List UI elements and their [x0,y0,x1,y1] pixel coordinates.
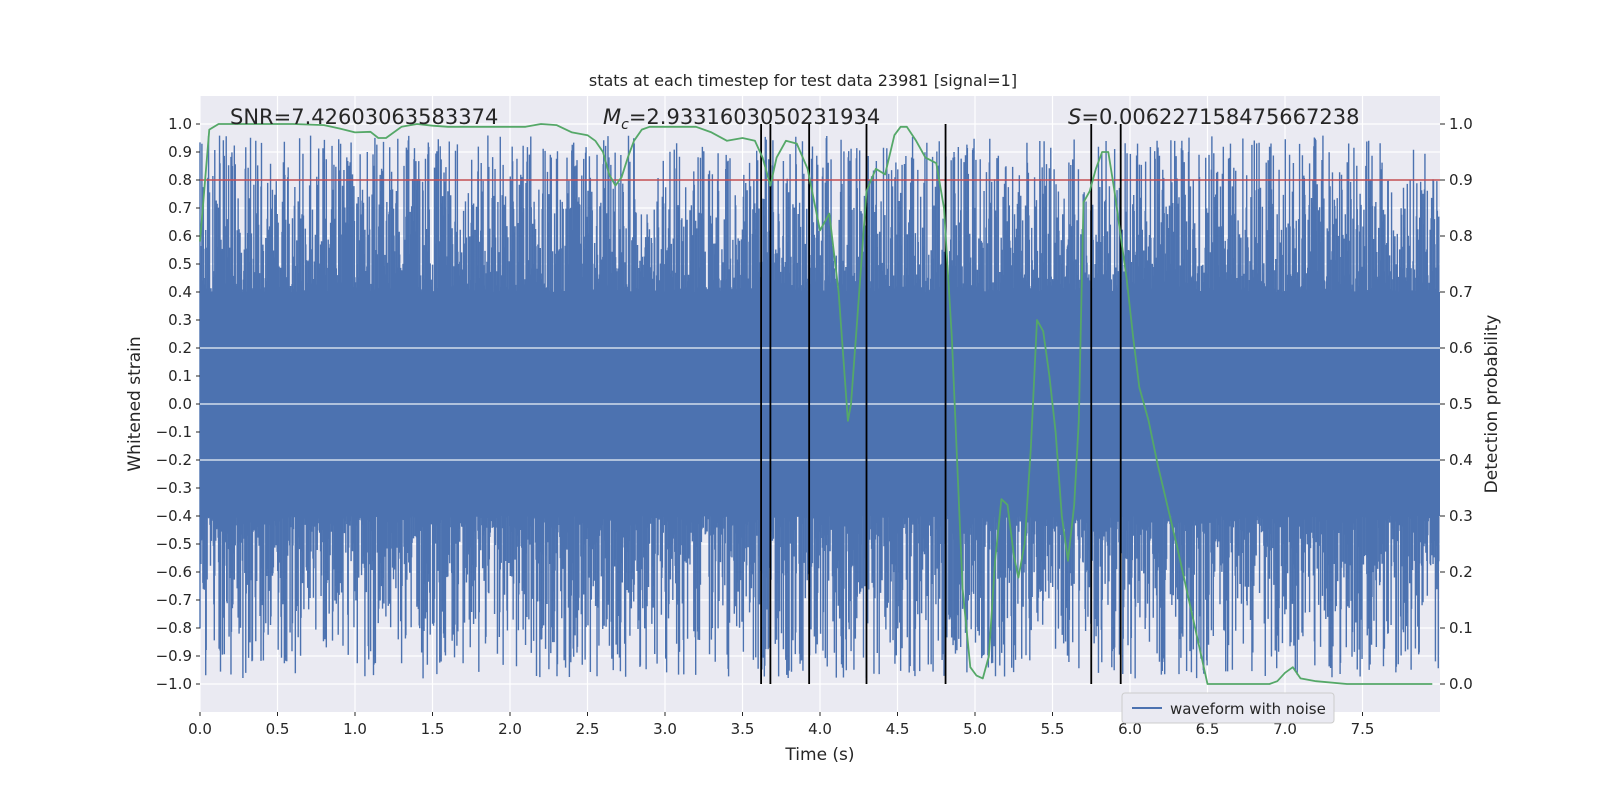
y-tick-label: −0.7 [156,591,192,609]
x-tick-label: 6.5 [1196,720,1220,738]
x-tick-label: 5.0 [963,720,987,738]
y-axis-label: Whitened strain [125,336,145,471]
x-tick-label: 4.0 [808,720,832,738]
y-tick-label: 0.1 [168,367,192,385]
legend-box [1121,692,1335,724]
snr-annotation: SNR=7.42603063583374 [230,105,498,129]
chirp-mass-subscript: c [621,117,629,133]
y-axis-ticks: −1.0 −0.9 −0.8 −0.7 −0.6 −0.5 −0.4 −0.3 −0.2 −0.1… [156,115,200,693]
y2-tick-label: 0.7 [1449,283,1473,301]
y-tick-label: 0.3 [168,311,192,329]
x-tick-label: 0.0 [188,720,212,738]
y-tick-label: −0.4 [156,507,192,525]
x-tick-label: 2.5 [576,720,600,738]
y2-tick-label: 0.5 [1449,395,1473,413]
x-tick-label: 1.5 [421,720,445,738]
y2-axis-label: Detection probability [1482,315,1502,494]
x-axis-ticks: 0.0 0.5 1.0 1.5 2.0 2.5 3.0 3.5 4.0 4.5 5.0 5.5 6.0 6… [188,712,1374,738]
y-tick-label: 0.6 [168,227,192,245]
grid-overlay [200,347,1440,461]
probability-series [199,123,1433,685]
x-tick-label: 3.5 [731,720,755,738]
y-tick-label: −0.2 [156,451,192,469]
y2-tick-label: 0.3 [1449,507,1473,525]
y2-tick-label: 0.8 [1449,227,1473,245]
x-tick-label: 6.0 [1118,720,1142,738]
y-tick-label: −0.3 [156,479,192,497]
y2-tick-label: 0.4 [1449,451,1473,469]
y2-tick-label: 1.0 [1449,115,1473,133]
chart-title: stats at each timestep for test data 239… [589,71,1017,90]
s-symbol: S [1068,105,1081,129]
y-tick-label: 0.5 [168,255,192,273]
s-value: =0.006227158475667238 [1081,105,1359,129]
y-tick-label: −0.8 [156,619,192,637]
x-tick-label: 5.5 [1041,720,1065,738]
y-tick-label: −1.0 [156,675,192,693]
y2-tick-label: 0.2 [1449,563,1473,581]
y-tick-label: −0.6 [156,563,192,581]
y-tick-label: 0.9 [168,143,192,161]
chirp-mass-symbol: M [603,105,621,129]
y-tick-label: 0.2 [168,339,192,357]
chirp-mass-value: =2.9331603050231934 [629,105,880,129]
x-tick-label: 0.5 [266,720,290,738]
legend-entry: waveform with noise [1170,700,1326,718]
x-tick-label: 2.0 [498,720,522,738]
y2-tick-label: 0.1 [1449,619,1473,637]
probability-line [199,123,1433,685]
x-tick-label: 7.0 [1273,720,1297,738]
y-tick-label: 0.0 [168,395,192,413]
y-tick-label: −0.5 [156,535,192,553]
chirp-mass-annotation: Mc=2.9331603050231934 [603,105,880,133]
x-axis-label: Time (s) [784,745,854,765]
y-tick-label: −0.1 [156,423,192,441]
y2-tick-label: 0.9 [1449,171,1473,189]
y-tick-label: −0.9 [156,647,192,665]
x-tick-label: 1.0 [343,720,367,738]
y-tick-label: 0.7 [168,199,192,217]
legend: waveform with noise [1121,692,1335,724]
x-tick-label: 4.5 [886,720,910,738]
s-annotation: S=0.006227158475667238 [1068,105,1359,129]
x-tick-label: 7.5 [1351,720,1375,738]
y2-axis-ticks: 0.0 0.1 0.2 0.3 0.4 0.5 0.6 0.7 0.8 0.9 1.0 [1440,115,1473,693]
y2-tick-label: 0.6 [1449,339,1473,357]
y-tick-label: 0.4 [168,283,192,301]
y2-tick-label: 0.0 [1449,675,1473,693]
y-tick-label: 0.8 [168,171,192,189]
detection-vlines [760,124,1122,684]
x-tick-label: 3.0 [653,720,677,738]
y-tick-label: 1.0 [168,115,192,133]
